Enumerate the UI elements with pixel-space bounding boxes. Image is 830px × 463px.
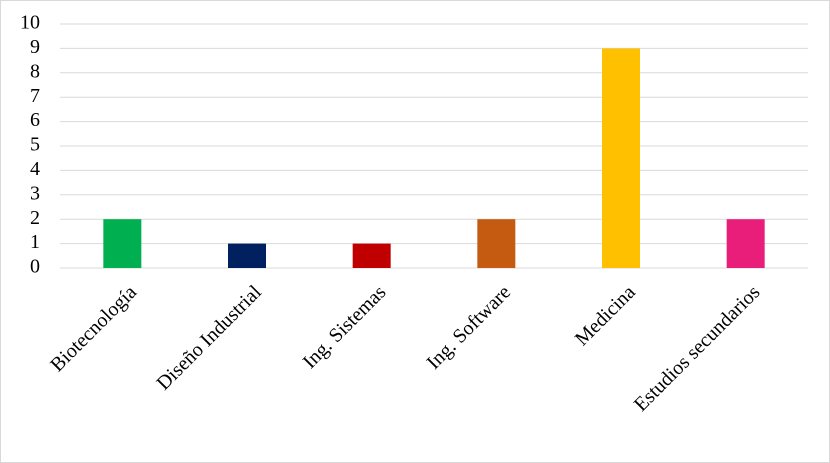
y-tick-label: 1 — [30, 231, 40, 253]
y-tick-label: 6 — [30, 109, 40, 131]
bar — [103, 219, 142, 268]
bar — [352, 243, 391, 268]
bar — [602, 48, 640, 269]
y-tick-label: 9 — [30, 36, 40, 58]
bar — [477, 219, 516, 268]
bar — [228, 243, 266, 268]
bar — [726, 219, 765, 268]
y-tick-label: 3 — [30, 182, 40, 204]
y-tick-label: 2 — [30, 207, 40, 229]
y-tick-label: 0 — [30, 256, 40, 278]
y-tick-label: 5 — [30, 134, 40, 156]
y-tick-label: 7 — [30, 85, 40, 107]
y-tick-label: 8 — [30, 60, 40, 82]
y-tick-label: 4 — [30, 158, 40, 180]
y-tick-label: 10 — [20, 12, 40, 34]
